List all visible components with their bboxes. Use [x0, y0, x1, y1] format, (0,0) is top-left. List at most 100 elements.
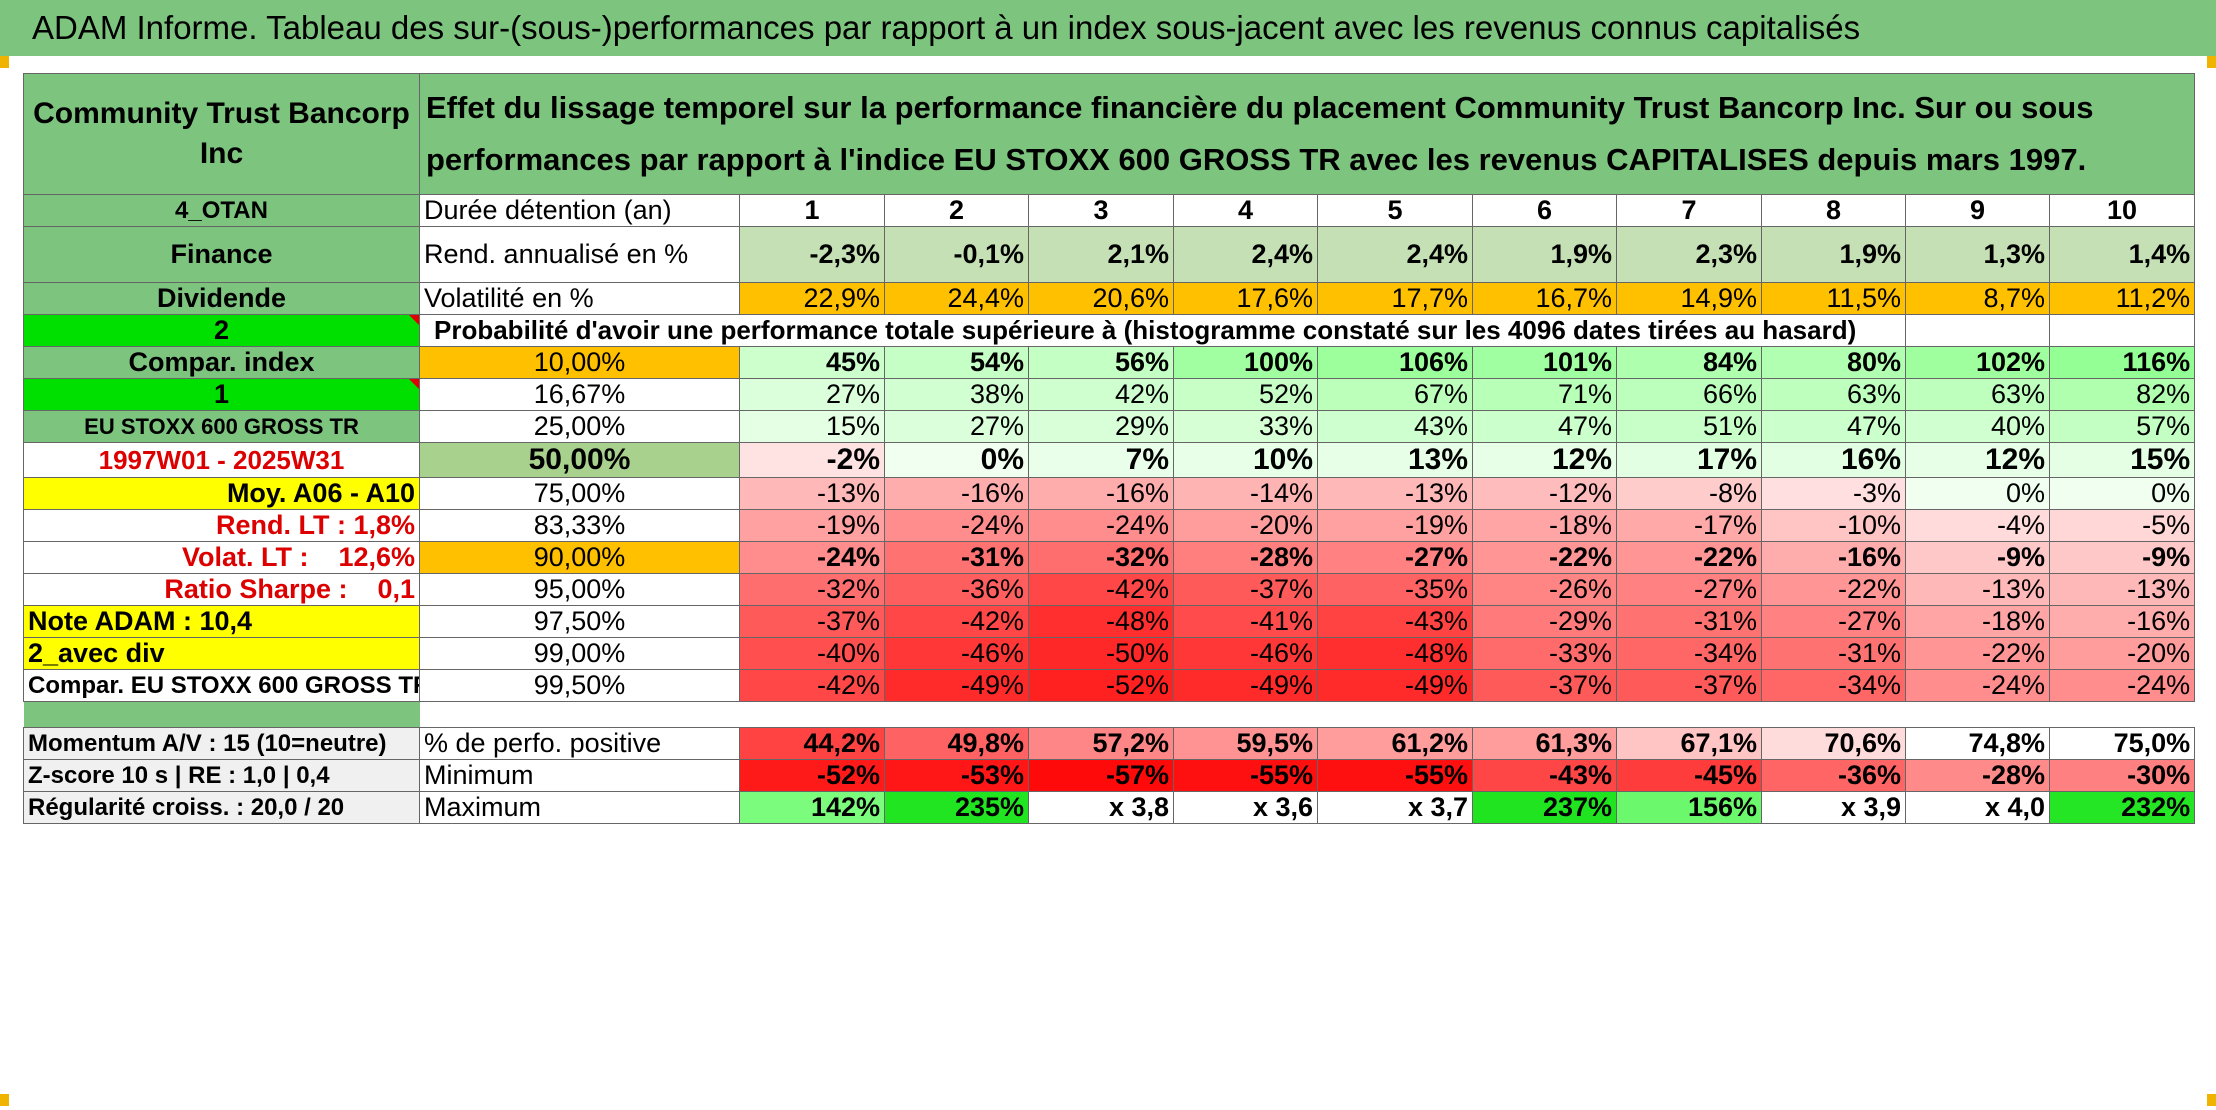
percentile-value: -14% — [1173, 477, 1318, 510]
gap-cell — [23, 701, 420, 728]
percentile-label: 83,33% — [419, 509, 740, 542]
stat-left-label: Régularité croiss. : 20,0 / 20 — [23, 791, 420, 824]
left-label-10: Volat. LT : 12,6% — [23, 541, 420, 574]
percentile-value: -13% — [2048, 573, 2196, 606]
left-label-13: 2_avec div — [23, 637, 420, 670]
sheet-marker-left — [0, 56, 9, 68]
percentile-value: 0% — [2048, 477, 2196, 510]
sheet-marker-bottom-left — [0, 1094, 9, 1106]
left-label-2: Dividende — [23, 282, 420, 315]
percentile-value: -26% — [1472, 573, 1617, 606]
return-10: 1,4% — [2048, 226, 2196, 283]
left-label-0: 4_OTAN — [23, 194, 420, 227]
year-2: 2 — [884, 194, 1029, 227]
stat-left-label: Momentum A/V : 15 (10=neutre) — [23, 727, 420, 760]
percentile-value: -37% — [1472, 669, 1617, 702]
percentile-value: -19% — [1317, 509, 1473, 542]
percentile-value: -32% — [1028, 541, 1174, 574]
volatility-10: 11,2% — [2048, 282, 2196, 315]
percentile-value: -33% — [1472, 637, 1617, 670]
percentile-value: 101% — [1472, 346, 1617, 379]
year-1: 1 — [739, 194, 885, 227]
percentile-value: -31% — [1616, 605, 1762, 638]
stat-value: -52% — [739, 759, 885, 792]
stat-value: 49,8% — [884, 727, 1029, 760]
percentile-value: 106% — [1317, 346, 1473, 379]
sheet-marker-bottom-right — [2207, 1094, 2216, 1106]
volatility-9: 8,7% — [1905, 282, 2050, 315]
blank-10 — [2048, 314, 2196, 347]
percentile-label: 10,00% — [419, 346, 740, 379]
percentile-value: -24% — [1028, 509, 1174, 542]
percentile-value: -42% — [739, 669, 885, 702]
percentile-value: 102% — [1905, 346, 2050, 379]
percentile-value: -48% — [1028, 605, 1174, 638]
stat-value: -28% — [1905, 759, 2050, 792]
percentile-row: Compar. EU STOXX 600 GROSS TR 99,50% -42% -… — [23, 669, 2196, 702]
percentile-value: 33% — [1173, 410, 1318, 443]
stat-value: -30% — [2048, 759, 2196, 792]
percentile-value: -37% — [739, 605, 885, 638]
percentile-value: -31% — [1761, 637, 1906, 670]
percentile-label: 16,67% — [419, 378, 740, 411]
percentile-value: -20% — [1173, 509, 1318, 542]
percentile-value: -32% — [739, 573, 885, 606]
percentile-value: -18% — [1472, 509, 1617, 542]
stat-value: 235% — [884, 791, 1029, 824]
stat-row: Momentum A/V : 15 (10=neutre)% de perfo.… — [23, 727, 2196, 760]
percentile-label: 90,00% — [419, 541, 740, 574]
percentile-value: 38% — [884, 378, 1029, 411]
return-4: 2,4% — [1173, 226, 1318, 283]
percentile-row: 1 16,67% 27% 38% 42% 52% 67% 71% 66% 63% 63% 82% — [23, 378, 2196, 411]
percentile-value: -27% — [1317, 541, 1473, 574]
percentile-value: -16% — [1761, 541, 1906, 574]
percentile-value: -13% — [1317, 477, 1473, 510]
stat-label: Minimum — [419, 759, 740, 792]
year-8: 8 — [1761, 194, 1906, 227]
percentile-value: 100% — [1173, 346, 1318, 379]
stat-left-label: Z-score 10 s | RE : 1,0 | 0,4 — [23, 759, 420, 792]
stat-value: x 4,0 — [1905, 791, 2050, 824]
percentile-value: -34% — [1761, 669, 1906, 702]
percentile-value: -9% — [2048, 541, 2196, 574]
stat-value: -55% — [1317, 759, 1473, 792]
volatility-8: 11,5% — [1761, 282, 1906, 315]
stat-row: Régularité croiss. : 20,0 / 20 Maximum 142… — [23, 791, 2196, 824]
percentile-value: -22% — [1905, 637, 2050, 670]
stat-value: 67,1% — [1616, 727, 1762, 760]
percentile-row: Note ADAM : 10,4 97,50% -37% -42% -48% -41% -4… — [23, 605, 2196, 638]
percentile-value: 10% — [1173, 442, 1318, 478]
percentile-value: -42% — [1028, 573, 1174, 606]
stat-label: % de perfo. positive — [419, 727, 740, 760]
blank-9 — [1905, 314, 2050, 347]
stat-value: x 3,7 — [1317, 791, 1473, 824]
duration-row: 4_OTAN Durée détention (an) 1 2 3 4 5 6 7 8 9 10 — [23, 194, 2196, 227]
percentile-value: -16% — [1028, 477, 1174, 510]
performance-table: Community Trust Bancorp Inc Effet du liss… — [23, 73, 2196, 824]
percentile-value: -18% — [1905, 605, 2050, 638]
left-label-11: Ratio Sharpe : 0,1 — [23, 573, 420, 606]
stat-value: 156% — [1616, 791, 1762, 824]
return-8: 1,9% — [1761, 226, 1906, 283]
stat-value: x 3,9 — [1761, 791, 1906, 824]
percentile-value: -13% — [739, 477, 885, 510]
year-3: 3 — [1028, 194, 1174, 227]
percentile-value: 71% — [1472, 378, 1617, 411]
stat-row: Z-score 10 s | RE : 1,0 | 0,4 Minimum -52%… — [23, 759, 2196, 792]
percentile-row: 2_avec div 99,00% -40% -46% -50% -46% -48% -33%… — [23, 637, 2196, 670]
company-name: Community Trust Bancorp Inc — [23, 73, 420, 195]
year-7: 7 — [1616, 194, 1762, 227]
return-9: 1,3% — [1905, 226, 2050, 283]
stat-value: 75,0% — [2048, 727, 2196, 760]
stat-value: 57,2% — [1028, 727, 1174, 760]
return-6: 1,9% — [1472, 226, 1617, 283]
title-bar: ADAM Informe. Tableau des sur-(sous-)per… — [0, 0, 2216, 56]
left-label-9: Rend. LT : 1,8% — [23, 509, 420, 542]
percentile-row: Ratio Sharpe : 0,1 95,00% -32% -36% -42% -37%… — [23, 573, 2196, 606]
percentile-value: -52% — [1028, 669, 1174, 702]
left-label-12: Note ADAM : 10,4 — [23, 605, 420, 638]
percentile-value: -12% — [1472, 477, 1617, 510]
return-3: 2,1% — [1028, 226, 1174, 283]
percentile-value: 116% — [2048, 346, 2196, 379]
stat-value: 142% — [739, 791, 885, 824]
